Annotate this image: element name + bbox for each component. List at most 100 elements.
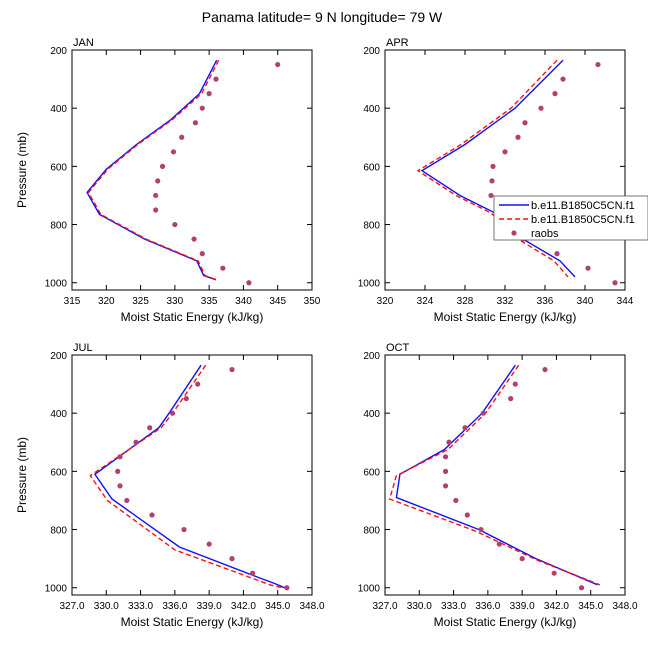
x-tick-label: 330 bbox=[167, 296, 184, 307]
x-tick-label: 327.0 bbox=[59, 601, 84, 612]
plot-frame bbox=[71, 49, 313, 291]
raobs-point bbox=[155, 178, 161, 184]
raobs-point bbox=[551, 570, 557, 576]
y-axis-label: Pressure (mb) bbox=[15, 437, 29, 513]
raobs-point bbox=[496, 541, 502, 547]
model-line-solid bbox=[395, 364, 598, 586]
y-tick-label: 800 bbox=[363, 221, 380, 232]
figure-title: Panama latitude= 9 N longitude= 79 W bbox=[202, 9, 443, 25]
raobs-point bbox=[442, 483, 449, 489]
raobs-point bbox=[220, 265, 226, 271]
model-line-dashed bbox=[89, 364, 283, 589]
x-axis-label: Moist Static Energy (kJ/kg) bbox=[121, 310, 264, 324]
raobs-point bbox=[147, 425, 153, 431]
y-tick-label: 1000 bbox=[358, 279, 381, 290]
x-tick-label: 340 bbox=[235, 296, 252, 307]
x-tick-label: 333.0 bbox=[441, 601, 466, 612]
x-tick-label: 345.0 bbox=[578, 601, 603, 612]
chart-panel-jan: JAN 315 320 325 330 335 340 345 350 200 400 600 800 1… bbox=[15, 37, 321, 324]
x-tick-label: 336.0 bbox=[162, 601, 187, 612]
model-line-solid bbox=[86, 59, 218, 281]
model-line-solid bbox=[420, 59, 576, 278]
model-line-solid bbox=[93, 364, 285, 589]
x-tick-label: 325 bbox=[132, 296, 149, 307]
x-tick-label: 336 bbox=[537, 296, 554, 307]
raobs-point bbox=[578, 585, 585, 591]
chart-panel-apr: APR 320 324 328 332 336 340 344 200 400 600 800 1000… bbox=[358, 37, 634, 324]
x-tick-label: 320 bbox=[98, 296, 115, 307]
y-tick-label: 200 bbox=[50, 351, 67, 362]
raobs-point bbox=[480, 410, 486, 416]
legend-box bbox=[493, 195, 648, 241]
raobs-point bbox=[213, 76, 219, 82]
raobs-point bbox=[464, 512, 470, 518]
raobs-point bbox=[195, 381, 201, 387]
raobs-point bbox=[153, 207, 159, 213]
y-tick-label: 600 bbox=[363, 162, 380, 173]
raobs-point bbox=[179, 134, 185, 140]
x-tick-label: 342.0 bbox=[231, 601, 256, 612]
raobs-point bbox=[183, 396, 189, 402]
raobs-point bbox=[199, 251, 205, 257]
panel-title: JAN bbox=[73, 37, 94, 49]
x-axis-label: Moist Static Energy (kJ/kg) bbox=[434, 310, 577, 324]
raobs-point bbox=[515, 134, 521, 140]
x-tick-label: 335 bbox=[201, 296, 218, 307]
chart-panel-oct: OCT 327.0 330.0 333.0 336.0 339.0 342.0 345.0 34… bbox=[358, 342, 638, 629]
raobs-point bbox=[453, 497, 459, 504]
x-tick-label: 328 bbox=[457, 296, 474, 307]
raobs-point bbox=[169, 410, 176, 416]
raobs-point bbox=[442, 468, 449, 474]
raobs-point bbox=[124, 497, 130, 504]
x-tick-label: 332 bbox=[497, 296, 514, 307]
raobs-point bbox=[462, 425, 468, 431]
chart-panel-jul: JUL 327.0 330.0 333.0 336.0 339.0 342.0 345.0 34… bbox=[15, 342, 325, 629]
x-tick-label: 336.0 bbox=[475, 601, 500, 612]
plot-frame bbox=[71, 354, 313, 596]
x-tick-label: 327.0 bbox=[372, 601, 397, 612]
raobs-point bbox=[149, 512, 155, 518]
x-tick-label: 339.0 bbox=[510, 601, 535, 612]
raobs-point bbox=[489, 178, 495, 184]
y-tick-label: 200 bbox=[363, 46, 380, 57]
x-tick-label: 340 bbox=[577, 296, 594, 307]
raobs-point bbox=[522, 120, 528, 126]
y-tick-label: 200 bbox=[363, 351, 380, 362]
y-tick-label: 1000 bbox=[358, 584, 381, 595]
x-tick-label: 350 bbox=[304, 296, 321, 307]
plot-frame bbox=[384, 49, 626, 291]
panel-title: OCT bbox=[386, 342, 410, 354]
panel-title: APR bbox=[386, 37, 409, 49]
raobs-point bbox=[502, 149, 508, 155]
panel-title: JUL bbox=[73, 342, 93, 354]
raobs-point bbox=[478, 526, 484, 533]
x-tick-label: 330.0 bbox=[94, 601, 119, 612]
chart-panels: JAN 315 320 325 330 335 340 345 350 200 400 600 800 1… bbox=[15, 37, 638, 629]
legend-label: b.e11.B1850C5CN.f1 bbox=[531, 214, 635, 226]
raobs-point bbox=[192, 120, 199, 126]
y-tick-label: 1000 bbox=[45, 279, 68, 290]
x-tick-label: 344 bbox=[617, 296, 634, 307]
model-line-dashed bbox=[87, 59, 220, 281]
x-tick-label: 348.0 bbox=[299, 601, 324, 612]
raobs-point bbox=[133, 439, 139, 445]
x-tick-label: 342.0 bbox=[544, 601, 569, 612]
raobs-point bbox=[172, 221, 178, 228]
raobs-point bbox=[206, 541, 212, 547]
y-axis-label: Pressure (mb) bbox=[15, 132, 29, 208]
raobs-point bbox=[199, 105, 205, 111]
raobs-point bbox=[246, 280, 252, 286]
raobs-point bbox=[442, 454, 449, 460]
y-tick-label: 400 bbox=[50, 104, 67, 115]
legend-raobs-marker bbox=[511, 230, 517, 236]
raobs-point bbox=[508, 396, 514, 402]
legend: b.e11.B1850C5CN.f1 b.e11.B1850C5CN.f1 raob… bbox=[493, 195, 648, 241]
raobs-point bbox=[612, 280, 618, 286]
raobs-point bbox=[585, 265, 591, 271]
x-tick-label: 324 bbox=[417, 296, 434, 307]
x-tick-label: 330.0 bbox=[407, 601, 432, 612]
legend-label: raobs bbox=[531, 228, 559, 240]
y-tick-label: 800 bbox=[50, 526, 67, 537]
y-tick-label: 600 bbox=[363, 467, 380, 478]
